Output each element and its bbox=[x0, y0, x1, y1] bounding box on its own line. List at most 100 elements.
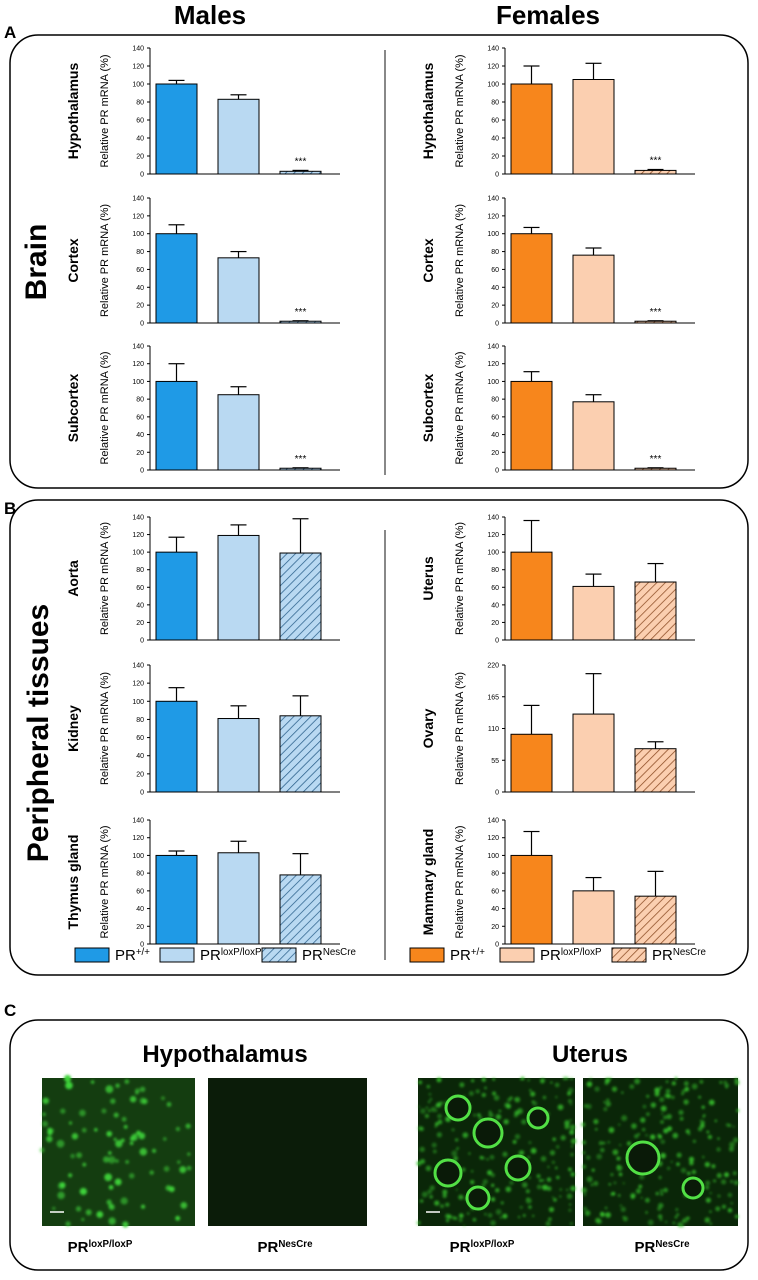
tissue bbox=[657, 1214, 663, 1219]
tissue bbox=[704, 1161, 711, 1168]
label-sup: NesCre bbox=[655, 1239, 690, 1250]
y-tick-label: 140 bbox=[132, 515, 144, 522]
tissue bbox=[608, 1183, 611, 1186]
y-tick-label: 120 bbox=[487, 64, 499, 71]
tissue bbox=[583, 1193, 587, 1197]
tissue bbox=[637, 1133, 640, 1136]
y-tick-label: 40 bbox=[136, 285, 144, 292]
tissue bbox=[569, 1129, 575, 1135]
tissue bbox=[728, 1146, 735, 1152]
tissue bbox=[570, 1185, 576, 1192]
tissue bbox=[617, 1123, 621, 1126]
tissue bbox=[564, 1124, 570, 1130]
y-tick-label: 100 bbox=[132, 699, 144, 706]
tissue bbox=[552, 1137, 556, 1142]
tissue bbox=[665, 1080, 669, 1083]
section-title: Brain bbox=[20, 224, 53, 301]
y-tick-label: 140 bbox=[487, 196, 499, 203]
row-title: Cortex bbox=[65, 238, 81, 283]
tissue bbox=[525, 1189, 530, 1194]
y-tick-label: 80 bbox=[136, 871, 144, 878]
tissue bbox=[416, 1160, 422, 1167]
y-tick-label: 0 bbox=[495, 468, 499, 475]
tissue bbox=[581, 1164, 587, 1169]
tissue bbox=[621, 1091, 624, 1094]
tissue bbox=[705, 1197, 711, 1203]
y-axis-label: Relative PR mRNA (%) bbox=[454, 54, 466, 167]
row-title: Hypothalamus bbox=[65, 63, 81, 160]
row-title: Thymus gland bbox=[65, 835, 81, 930]
micrograph-bg bbox=[208, 1078, 367, 1226]
image-title: Hypothalamus bbox=[142, 1041, 307, 1068]
tissue bbox=[725, 1123, 730, 1127]
y-tick-label: 120 bbox=[132, 681, 144, 688]
y-tick-label: 60 bbox=[136, 735, 144, 742]
cell bbox=[108, 1185, 114, 1190]
cell bbox=[163, 1137, 167, 1141]
bar bbox=[155, 83, 198, 175]
tissue bbox=[559, 1195, 562, 1198]
y-tick-label: 100 bbox=[132, 379, 144, 386]
tissue bbox=[493, 1095, 500, 1101]
tissue bbox=[528, 1205, 532, 1209]
tissue bbox=[692, 1139, 696, 1143]
gland bbox=[625, 1140, 661, 1176]
tissue bbox=[434, 1125, 437, 1128]
tissue bbox=[676, 1213, 680, 1216]
tissue bbox=[724, 1083, 729, 1088]
tissue bbox=[622, 1182, 625, 1185]
tissue bbox=[570, 1172, 575, 1177]
tissue bbox=[502, 1213, 508, 1219]
tissue bbox=[570, 1077, 573, 1080]
bar bbox=[634, 748, 677, 793]
tissue bbox=[475, 1089, 480, 1094]
tissue bbox=[730, 1180, 733, 1183]
tissue bbox=[548, 1217, 552, 1221]
tissue bbox=[704, 1217, 711, 1223]
y-tick-label: 140 bbox=[132, 663, 144, 670]
y-axis-label: Relative PR mRNA (%) bbox=[454, 825, 466, 938]
bar bbox=[155, 380, 198, 471]
y-tick-label: 60 bbox=[491, 267, 499, 274]
tissue bbox=[660, 1139, 666, 1145]
tissue bbox=[603, 1107, 608, 1112]
tissue bbox=[495, 1188, 500, 1193]
tissue bbox=[605, 1077, 611, 1084]
section-title: Peripheral tissues bbox=[22, 604, 55, 862]
tissue bbox=[698, 1095, 702, 1099]
tissue bbox=[689, 1160, 694, 1166]
tissue bbox=[583, 1206, 588, 1211]
tissue bbox=[666, 1166, 671, 1171]
label-base: PR bbox=[652, 947, 673, 964]
tissue bbox=[492, 1078, 496, 1081]
y-tick-label: 165 bbox=[487, 694, 499, 701]
cell bbox=[66, 1081, 70, 1086]
tissue bbox=[721, 1204, 727, 1209]
y-tick-label: 60 bbox=[136, 267, 144, 274]
tissue bbox=[634, 1078, 641, 1085]
tissue bbox=[734, 1079, 740, 1086]
tissue bbox=[519, 1205, 523, 1209]
cell bbox=[179, 1166, 187, 1174]
row-title: Cortex bbox=[420, 238, 436, 283]
tissue bbox=[570, 1138, 577, 1145]
tissue bbox=[532, 1101, 538, 1106]
cell bbox=[105, 1085, 114, 1094]
y-axis-label: Relative PR mRNA (%) bbox=[99, 54, 111, 167]
cell bbox=[186, 1165, 192, 1171]
column-title: Males bbox=[174, 0, 246, 30]
tissue bbox=[631, 1123, 637, 1129]
cell bbox=[39, 1147, 45, 1153]
tissue bbox=[425, 1106, 429, 1110]
tissue bbox=[567, 1091, 572, 1096]
tissue bbox=[734, 1077, 738, 1081]
tissue bbox=[527, 1078, 530, 1082]
cell bbox=[90, 1080, 95, 1084]
y-tick-label: 80 bbox=[491, 100, 499, 107]
annotation: *** bbox=[650, 454, 662, 465]
tissue bbox=[427, 1109, 431, 1113]
tissue bbox=[611, 1191, 616, 1196]
y-tick-label: 80 bbox=[491, 249, 499, 256]
tissue bbox=[466, 1212, 470, 1215]
tissue bbox=[512, 1139, 517, 1144]
